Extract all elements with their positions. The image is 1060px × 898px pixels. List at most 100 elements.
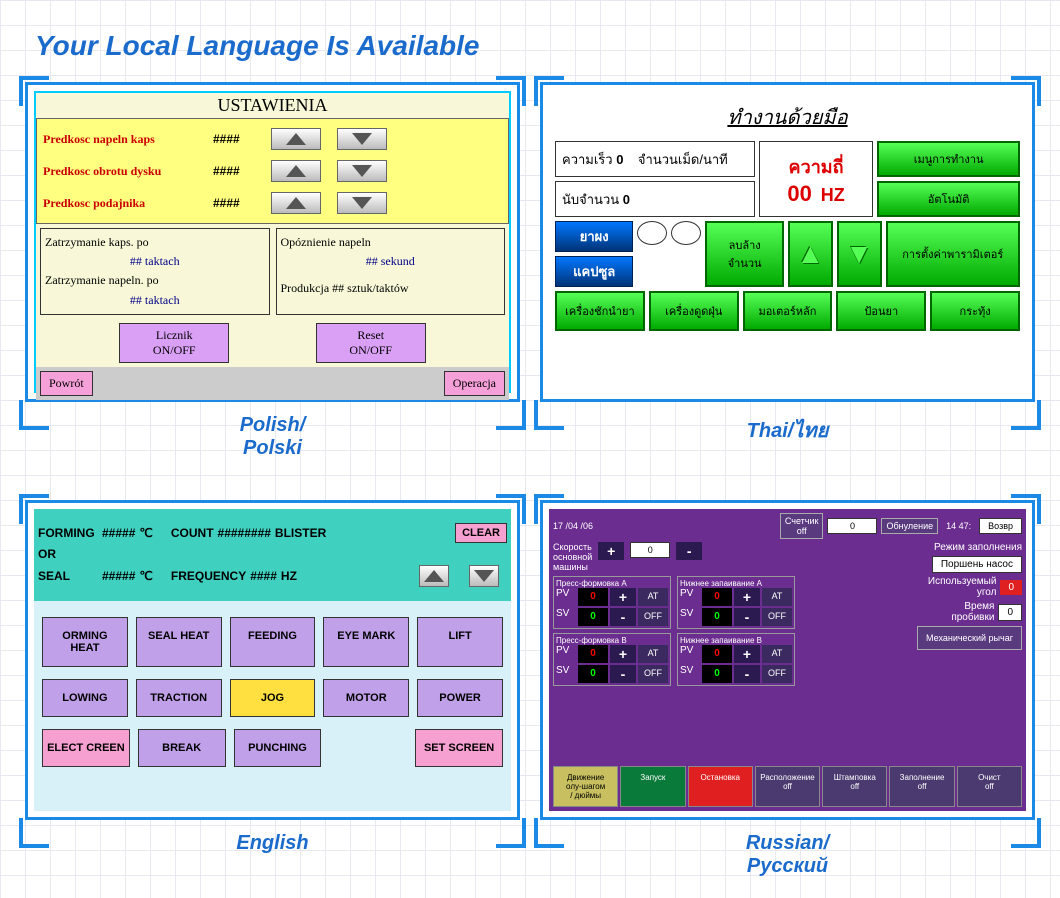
block-a: Пресс-формовка A PV0+AT SV0-OFF [553,576,671,629]
up-button[interactable] [271,160,321,182]
counter-value: 0 [827,518,877,534]
minus-button[interactable]: - [734,665,760,683]
thai-bot-button[interactable]: เครื่องชักนำยา [555,291,645,331]
back-button[interactable]: Powrót [40,371,93,396]
main-value: 0 [630,542,670,558]
up-button[interactable] [271,192,321,214]
row-label: Predkosc napeln kaps [43,132,213,147]
eng-button[interactable]: SEAL HEAT [136,617,222,667]
down-button[interactable] [337,160,387,182]
indicator [637,221,667,245]
down-button[interactable] [337,192,387,214]
english-panel: FORMING ##### ℃ COUNT ######## BLISTER C… [25,500,520,898]
box-text: Produkcja ## sztuk/taktów [281,279,501,298]
clear-button[interactable]: CLEAR [455,523,507,543]
set-screen-button[interactable]: SET SCREEN [415,729,503,767]
minus-button[interactable]: - [676,542,702,560]
caption: English [25,820,520,875]
stop-button[interactable]: Остановка [688,766,753,807]
eng-button[interactable]: POWER [417,679,503,717]
zero-button[interactable]: Обнуление [881,518,938,534]
main-speed-label: Скорость основной машины [553,542,592,572]
thai-panel: ทำงานด้วยมือ ความเร็ว 0 จำนวนเม็ด/นาที ค… [540,82,1035,480]
thai-title: ทำงานด้วยมือ [555,97,1020,137]
english-screen: FORMING ##### ℃ COUNT ######## BLISTER C… [34,509,511,811]
row-label: Predkosc obrotu dysku [43,164,213,179]
block-c: Нижнее запаивание A PV0+AT SV0-OFF [677,576,795,629]
polish-title: USTAWIENIA [36,93,509,118]
block-b: Пресс-формовка B PV0+AT SV0-OFF [553,633,671,686]
reset-button[interactable]: Reset ON/OFF [316,323,426,363]
russian-screen: 17 /04 /06 Счетчик off 0 Обнуление 14 47… [549,509,1026,811]
down-arrow-button[interactable]: ▼ [837,221,882,287]
menu-button[interactable]: เมนูการทำงาน [877,141,1020,177]
minus-button[interactable]: - [610,608,636,626]
minus-button[interactable]: - [734,608,760,626]
unit: ℃ [139,569,152,583]
row-value: #### [213,132,263,146]
up-arrow-button[interactable]: ▲ [788,221,833,287]
plus-button[interactable]: + [734,645,760,663]
count-cell: นับจำนวน 0 [555,181,755,217]
piston-button[interactable]: Поршень насос [932,556,1022,573]
eng-button[interactable]: MOTOR [323,679,409,717]
value: #### [250,569,277,583]
counter-button[interactable]: Счетчик off [780,513,824,539]
label: FREQUENCY [171,569,246,583]
thai-bot-button[interactable]: ป้อนยา [836,291,926,331]
headline: Your Local Language Is Available [0,0,1060,62]
plus-button[interactable]: + [734,588,760,606]
eng-button[interactable]: EYE MARK [323,617,409,667]
rus-bot-button[interactable]: Заполнение off [889,766,954,807]
eng-button[interactable]: FEEDING [230,617,316,667]
rus-bot-button[interactable]: Движение олу-шагом / дюймы [553,766,618,807]
powder-button[interactable]: ยาผง [555,221,633,252]
label: BLISTER [275,526,326,540]
capsule-button[interactable]: แคปซูล [555,256,633,287]
label: COUNT [171,526,214,540]
param-button[interactable]: การตั้งค่าพารามิเตอร์ [886,221,1020,287]
punch-label: Время пробивки [951,601,994,623]
eng-button[interactable]: LIFT [417,617,503,667]
thai-bot-button[interactable]: กระทุ้ง [930,291,1020,331]
eng-button[interactable]: BREAK [138,729,226,767]
rus-bot-button[interactable]: Очист off [957,766,1022,807]
select-screen-button[interactable]: ELECT CREEN [42,729,130,767]
up-button[interactable] [271,128,321,150]
polish-screen: USTAWIENIA Predkosc napeln kaps #### Pre… [34,91,511,393]
unit: HZ [281,569,297,583]
down-button[interactable] [469,565,499,587]
auto-button[interactable]: อัตโนมัติ [877,181,1020,217]
label: SEAL [38,569,98,583]
up-button[interactable] [419,565,449,587]
caption: Polish/ Polski [25,402,520,480]
punch-value: 0 [998,604,1022,621]
down-button[interactable] [337,128,387,150]
indicator [671,221,701,245]
eng-button[interactable]: ORMING HEAT [42,617,128,667]
plus-button[interactable]: + [598,542,624,560]
rus-bot-button[interactable]: Расположение off [755,766,820,807]
minus-button[interactable]: - [610,665,636,683]
licznik-button[interactable]: Licznik ON/OFF [119,323,229,363]
label: FORMING [38,526,98,540]
lever-button[interactable]: Механический рычаг [917,626,1022,650]
operation-button[interactable]: Operacja [444,371,505,396]
thai-bot-button[interactable]: มอเตอร์หลัก [743,291,833,331]
eng-button[interactable]: LOWING [42,679,128,717]
speed-cell: ความเร็ว 0 จำนวนเม็ด/นาที [555,141,755,177]
plus-button[interactable]: + [610,645,636,663]
start-button[interactable]: Запуск [620,766,685,807]
clear-button[interactable]: ลบล้าง จำนวน [705,221,783,287]
thai-bot-button[interactable]: เครื่องดูดฝุ่น [649,291,739,331]
box-text: ## taktach [45,252,265,271]
eng-button[interactable]: PUNCHING [234,729,322,767]
jog-button[interactable]: JOG [230,679,316,717]
angle-value: 0 [1000,580,1022,595]
mode-label: Режим заполнения [934,542,1022,553]
rus-bot-button[interactable]: Штамповка off [822,766,887,807]
caption: Russian/ Русский [540,820,1035,898]
plus-button[interactable]: + [610,588,636,606]
row-value: #### [213,196,263,210]
eng-button[interactable]: TRACTION [136,679,222,717]
